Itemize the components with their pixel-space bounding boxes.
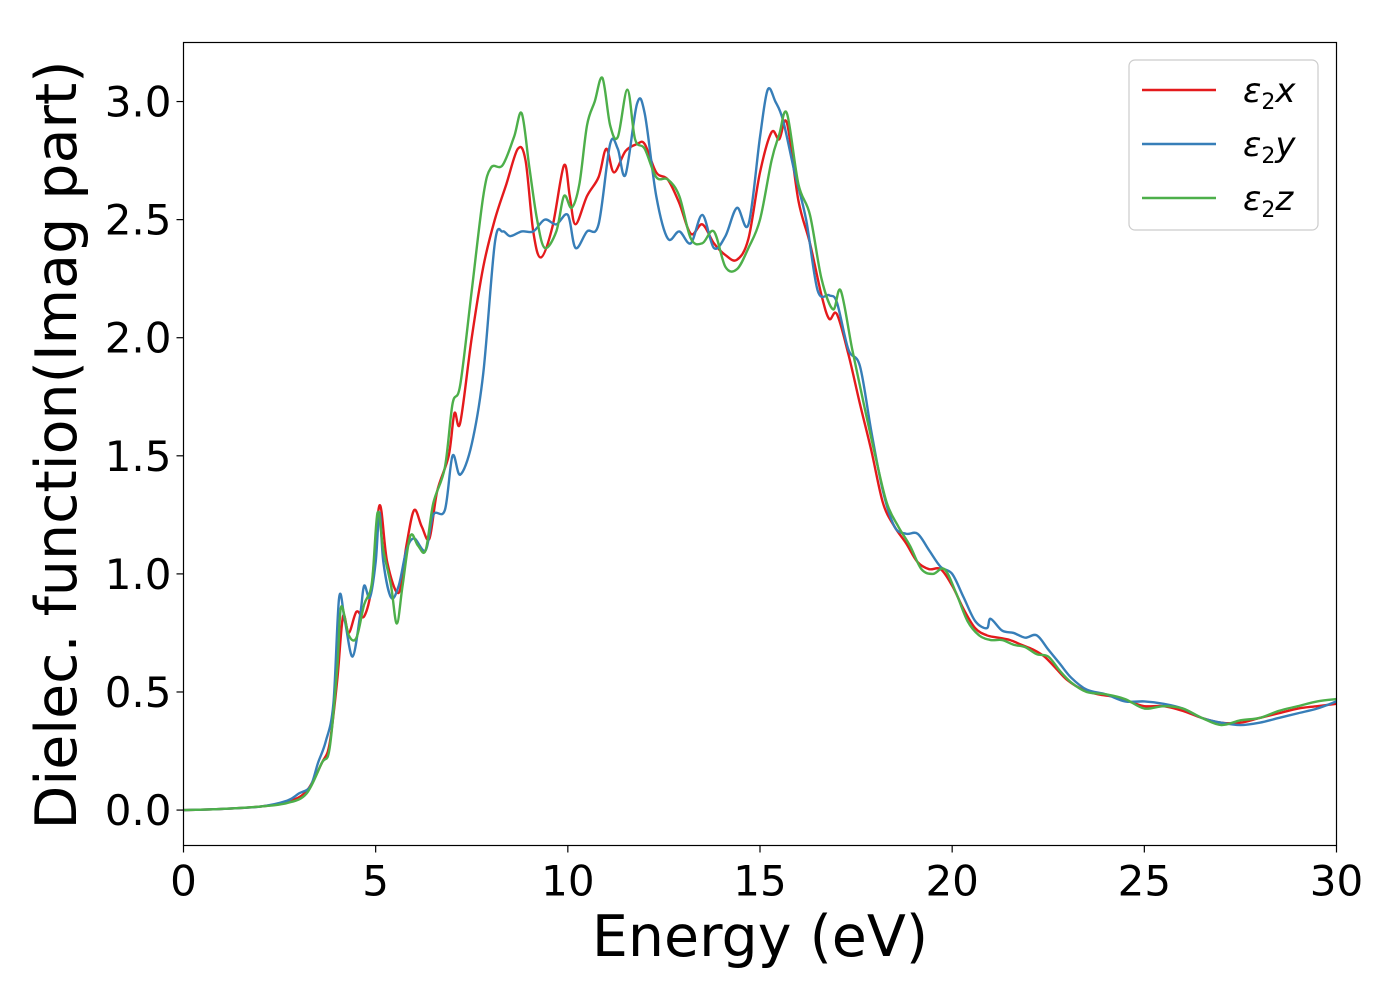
y-tick-label: 2.0	[105, 314, 172, 363]
x-tick-label: 10	[541, 857, 594, 906]
legend-label-z: ε2z	[1243, 179, 1294, 223]
x-tick-label: 5	[362, 857, 389, 906]
x-axis-title: Energy (eV)	[592, 904, 928, 970]
x-tick-label: 0	[170, 857, 197, 906]
legend-label-x: ε2x	[1243, 71, 1296, 115]
legend: ε2x ε2y ε2z	[1128, 59, 1319, 231]
y-tick-label: 1.5	[105, 432, 172, 481]
legend-box	[1128, 59, 1319, 231]
y-tick-label: 2.5	[105, 196, 172, 245]
y-tick-label: 3.0	[105, 78, 172, 127]
y-tick-label: 1.0	[105, 550, 172, 599]
y-tick-label: 0.0	[105, 786, 172, 835]
series-lines	[183, 76, 1337, 812]
y-axis-title: Dielec. function(Imag part)	[24, 60, 90, 829]
legend-label-y: ε2y	[1243, 125, 1296, 169]
x-tick-label: 25	[1118, 857, 1171, 906]
x-tick-label: 30	[1310, 857, 1363, 906]
x-tick-label: 15	[733, 857, 786, 906]
series-line-z	[183, 76, 1337, 812]
x-axis-ticks: 0 5 10 15 20 25 30	[170, 845, 1363, 906]
y-tick-label: 0.5	[105, 668, 172, 717]
x-tick-label: 20	[925, 857, 978, 906]
y-axis-ticks: 0.0 0.5 1.0 1.5 2.0 2.5 3.0	[105, 78, 184, 835]
